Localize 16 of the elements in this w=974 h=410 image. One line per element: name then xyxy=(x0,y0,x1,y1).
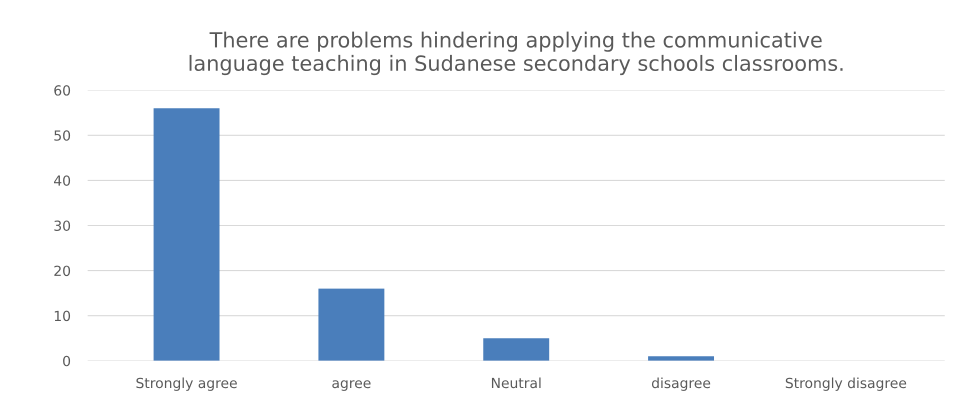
chart-title: There are problems hindering applying the communicative language teaching in Sudanese secondary schools classrooms. xyxy=(190,32,843,76)
y-tick-label: 40 xyxy=(54,175,70,186)
x-tick-label: Neutral xyxy=(492,377,541,388)
x-tick-label: Strongly agree xyxy=(136,377,237,391)
y-tick-label: 60 xyxy=(54,85,70,96)
y-tick-label: 50 xyxy=(54,130,70,141)
x-tick-label: agree xyxy=(332,380,371,391)
x-tick-label: disagree xyxy=(652,377,710,391)
y-tick-label: 30 xyxy=(54,220,70,231)
bar xyxy=(318,288,384,361)
bar xyxy=(483,338,550,361)
y-tick-label: 10 xyxy=(54,310,70,322)
x-tick-label: Strongly disagree xyxy=(786,377,906,391)
y-tick-label: 0 xyxy=(63,356,70,366)
bar xyxy=(154,108,220,361)
y-tick-label: 20 xyxy=(54,266,70,276)
